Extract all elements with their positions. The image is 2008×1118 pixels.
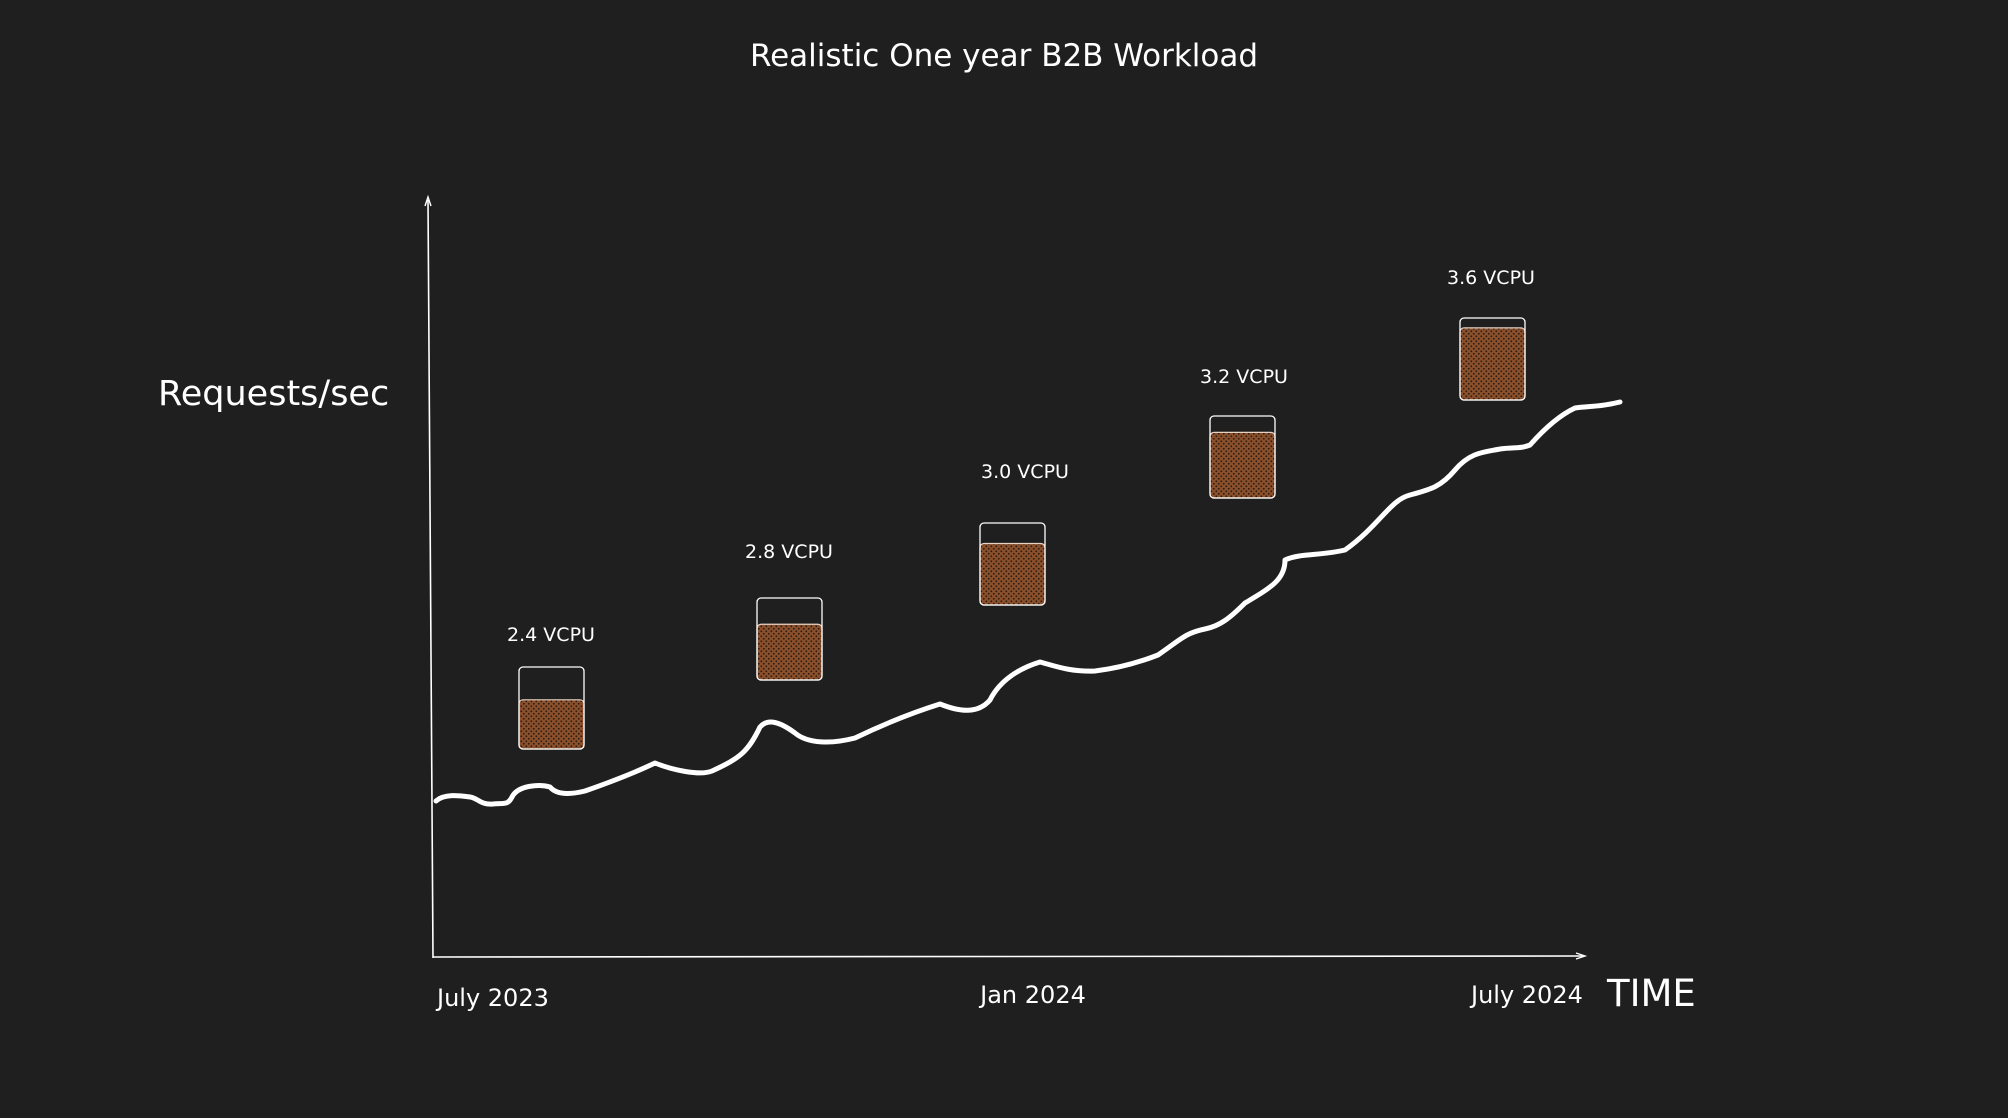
cpu-usage-fill (1209, 431, 1276, 499)
cpu-marker-layer (518, 317, 1526, 750)
diagram-title: Realistic One year B2B Workload (749, 38, 1259, 74)
cpu-container-outline (756, 597, 823, 681)
x-axis-label: TIME (1607, 972, 1696, 1015)
cpu-container-outline (518, 666, 585, 750)
cpu-label-4: 3.2 VCPU (1200, 366, 1288, 388)
cpu-container-1 (518, 666, 585, 750)
workload-trend-line (433, 399, 1623, 807)
cpu-usage-fill (756, 623, 823, 681)
cpu-usage-fill (1459, 327, 1526, 401)
cpu-container-outline (1209, 415, 1276, 499)
cpu-label-1: 2.4 VCPU (507, 624, 595, 646)
cpu-container-5 (1459, 317, 1526, 401)
time-label-middle: Jan 2024 (980, 981, 1086, 1009)
cpu-label-5: 3.6 VCPU (1447, 267, 1535, 289)
cpu-container-4 (1209, 415, 1276, 499)
time-label-start: July 2023 (437, 984, 549, 1012)
cpu-container-outline (979, 522, 1046, 606)
cpu-container-outline (1459, 317, 1526, 401)
y-axis-label: Requests/sec (158, 374, 390, 414)
cpu-usage-fill (979, 542, 1046, 606)
y-axis-line (427, 199, 434, 959)
cpu-label-3: 3.0 VCPU (981, 461, 1069, 483)
y-axis-arrowhead (424, 194, 432, 207)
cpu-container-3 (979, 522, 1046, 606)
cpu-label-2: 2.8 VCPU (745, 541, 833, 563)
cpu-usage-fill (518, 699, 585, 750)
x-axis-arrowhead (1575, 952, 1588, 960)
time-label-end: July 2024 (1471, 981, 1583, 1009)
cpu-container-2 (756, 597, 823, 681)
x-axis-line (432, 955, 1584, 958)
